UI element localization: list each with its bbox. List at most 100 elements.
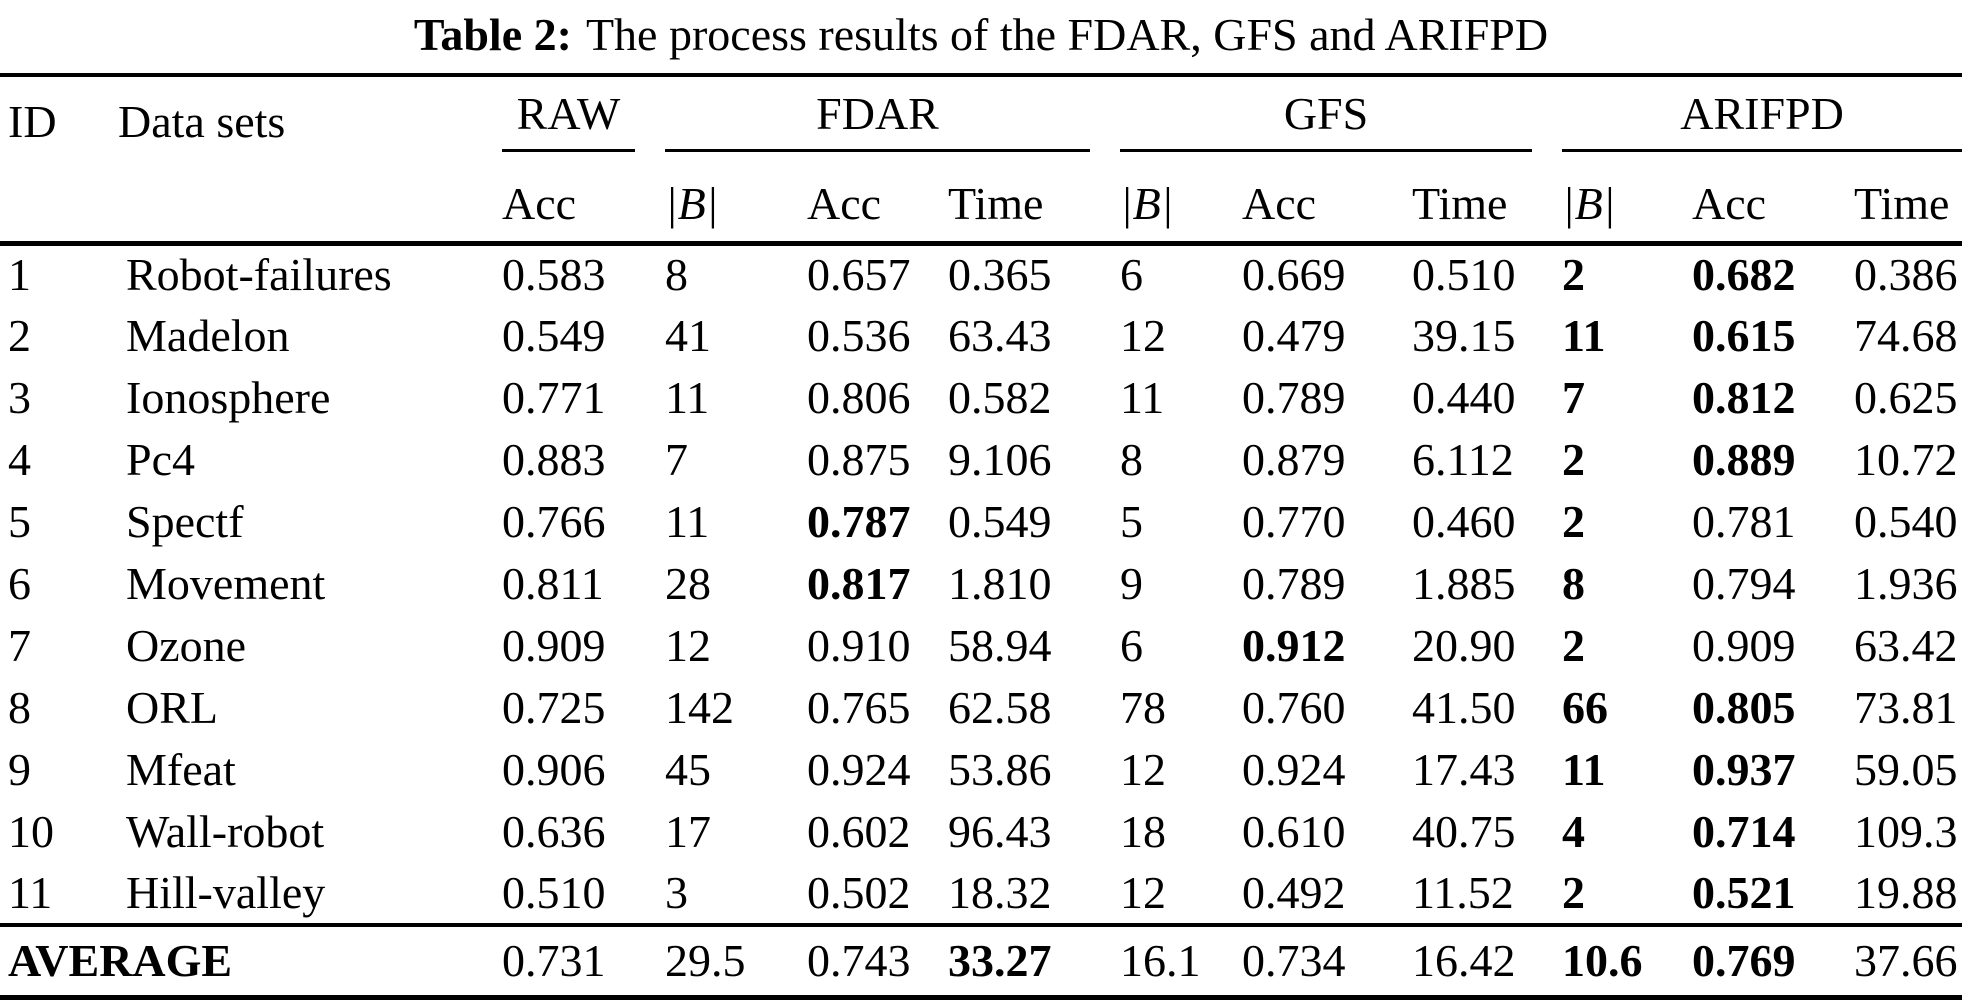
value-cell: 3 bbox=[665, 867, 688, 918]
value-cell: 0.365 bbox=[948, 249, 1052, 301]
col-header-arifpd-acc: Acc bbox=[1692, 167, 1855, 246]
value-cell: 0.669 bbox=[1242, 249, 1346, 301]
value-cell: 28 bbox=[665, 558, 711, 609]
table-row: 6 Movement 0.811 28 0.817 1.810 9 0.789 1.885 8 0.… bbox=[0, 553, 1962, 615]
value-cell: 39.15 bbox=[1412, 310, 1516, 361]
value-cell: 2 bbox=[1562, 867, 1586, 918]
table-body: 1 Robot-failures 0.583 8 0.657 0.365 6 0.669 0.5… bbox=[0, 243, 1962, 925]
table-row: 10 Wall-robot 0.636 17 0.602 96.43 18 0.610 40.7… bbox=[0, 801, 1962, 863]
value-cell: 0.521 bbox=[1692, 867, 1796, 918]
value-cell: 0.549 bbox=[502, 310, 606, 361]
table-row: 8 ORL 0.725 142 0.765 62.58 78 0.760 41.50 66 0.80… bbox=[0, 677, 1962, 739]
row-id-cell: 5 bbox=[8, 496, 31, 547]
row-id-cell: 8 bbox=[8, 682, 31, 733]
value-cell: 0.811 bbox=[502, 558, 604, 609]
dataset-name-cell: Spectf bbox=[126, 496, 244, 547]
row-id-cell: 11 bbox=[8, 867, 53, 918]
value-cell: 0.937 bbox=[1692, 744, 1796, 795]
col-header-gfs-b: |B| bbox=[1120, 167, 1242, 246]
value-cell: 0.502 bbox=[807, 867, 911, 918]
group-header-gfs-label: GFS bbox=[1120, 91, 1533, 152]
value-cell: 0.657 bbox=[807, 249, 911, 301]
value-cell: 0.769 bbox=[1692, 923, 1855, 997]
value-cell: 1.810 bbox=[948, 558, 1052, 609]
value-cell: 0.771 bbox=[502, 372, 606, 423]
value-cell: 0.636 bbox=[502, 806, 606, 857]
row-id-cell: 1 bbox=[8, 249, 31, 301]
group-header-gfs: GFS bbox=[1120, 75, 1562, 167]
value-cell: 19.88 bbox=[1854, 867, 1958, 918]
value-cell: 0.625 bbox=[1854, 372, 1958, 423]
value-cell: 63.42 bbox=[1854, 620, 1958, 671]
row-id-cell: 2 bbox=[8, 310, 31, 361]
dataset-name-cell: Hill-valley bbox=[126, 867, 326, 918]
value-cell: 0.879 bbox=[1242, 434, 1346, 485]
value-cell: 8 bbox=[1562, 558, 1586, 609]
value-cell: 0.549 bbox=[948, 496, 1052, 547]
value-cell: 0.731 bbox=[502, 923, 665, 997]
group-header-raw-label: RAW bbox=[502, 91, 635, 152]
value-cell: 62.58 bbox=[948, 682, 1052, 733]
table-caption: Table 2: The process results of the FDAR,… bbox=[0, 0, 1962, 73]
value-cell: 0.889 bbox=[1692, 434, 1796, 485]
table-row: 9 Mfeat 0.906 45 0.924 53.86 12 0.924 17.43 11 0.9… bbox=[0, 739, 1962, 801]
dataset-name-cell: Mfeat bbox=[126, 744, 236, 795]
value-cell: 29.5 bbox=[665, 923, 807, 997]
dataset-name-cell: Ionosphere bbox=[126, 372, 331, 423]
table-row: 2 Madelon 0.549 41 0.536 63.43 12 0.479 39.15 11 0… bbox=[0, 305, 1962, 367]
value-cell: 6 bbox=[1120, 620, 1143, 671]
value-cell: 11 bbox=[1562, 310, 1606, 361]
value-cell: 20.90 bbox=[1412, 620, 1516, 671]
dataset-name-cell: Ozone bbox=[126, 620, 247, 671]
value-cell: 0.909 bbox=[502, 620, 606, 671]
col-header-arifpd-time: Time bbox=[1854, 167, 1962, 246]
average-label-cell: AVERAGE bbox=[0, 923, 502, 997]
sub-header-row: Acc |B| Acc Time |B| Acc Time |B| Acc Ti… bbox=[0, 167, 1962, 246]
col-header-fdar-b: |B| bbox=[665, 167, 807, 246]
row-id-cell: 7 bbox=[8, 620, 31, 671]
dataset-name-cell: ORL bbox=[126, 682, 218, 733]
value-cell: 0.787 bbox=[807, 496, 911, 547]
value-cell: 17 bbox=[665, 806, 711, 857]
value-cell: 0.460 bbox=[1412, 496, 1516, 547]
value-cell: 11 bbox=[665, 496, 710, 547]
value-cell: 0.610 bbox=[1242, 806, 1346, 857]
table-row: 7 Ozone 0.909 12 0.910 58.94 6 0.912 20.90 2 0.909… bbox=[0, 615, 1962, 677]
col-header-gfs-acc: Acc bbox=[1242, 167, 1412, 246]
group-header-raw: RAW bbox=[502, 75, 665, 167]
value-cell: 41.50 bbox=[1412, 682, 1516, 733]
value-cell: 0.770 bbox=[1242, 496, 1346, 547]
value-cell: 0.725 bbox=[502, 682, 606, 733]
value-cell: 53.86 bbox=[948, 744, 1052, 795]
row-id-cell: 6 bbox=[8, 558, 31, 609]
value-cell: 12 bbox=[1120, 867, 1166, 918]
value-cell: 10.72 bbox=[1854, 434, 1958, 485]
value-cell: 8 bbox=[1120, 434, 1143, 485]
table-row: 5 Spectf 0.766 11 0.787 0.549 5 0.770 0.460 2 0.78… bbox=[0, 491, 1962, 553]
table-caption-label: Table 2: bbox=[413, 9, 572, 60]
value-cell: 11 bbox=[1562, 744, 1606, 795]
value-cell: 142 bbox=[665, 682, 734, 733]
col-header-gfs-time: Time bbox=[1412, 167, 1563, 246]
value-cell: 0.789 bbox=[1242, 372, 1346, 423]
value-cell: 109.3 bbox=[1854, 806, 1958, 857]
value-cell: 9.106 bbox=[948, 434, 1052, 485]
value-cell: 0.805 bbox=[1692, 682, 1796, 733]
dataset-name-cell: Movement bbox=[126, 558, 326, 609]
row-id-cell: 10 bbox=[8, 806, 54, 857]
value-cell: 0.910 bbox=[807, 620, 911, 671]
value-cell: 37.66 bbox=[1854, 923, 1962, 997]
value-cell: 12 bbox=[665, 620, 711, 671]
value-cell: 0.817 bbox=[807, 558, 911, 609]
value-cell: 0.602 bbox=[807, 806, 911, 857]
value-cell: 0.743 bbox=[807, 923, 948, 997]
value-cell: 0.912 bbox=[1242, 620, 1346, 671]
col-header-id: ID bbox=[0, 75, 118, 246]
group-header-arifpd-label: ARIFPD bbox=[1562, 91, 1962, 152]
group-header-row: ID Data sets RAW FDAR GFS ARIFPD bbox=[0, 75, 1962, 246]
value-cell: 18.32 bbox=[948, 867, 1052, 918]
value-cell: 96.43 bbox=[948, 806, 1052, 857]
value-cell: 45 bbox=[665, 744, 711, 795]
value-cell: 59.05 bbox=[1854, 744, 1958, 795]
dataset-name-cell: Pc4 bbox=[126, 434, 195, 485]
